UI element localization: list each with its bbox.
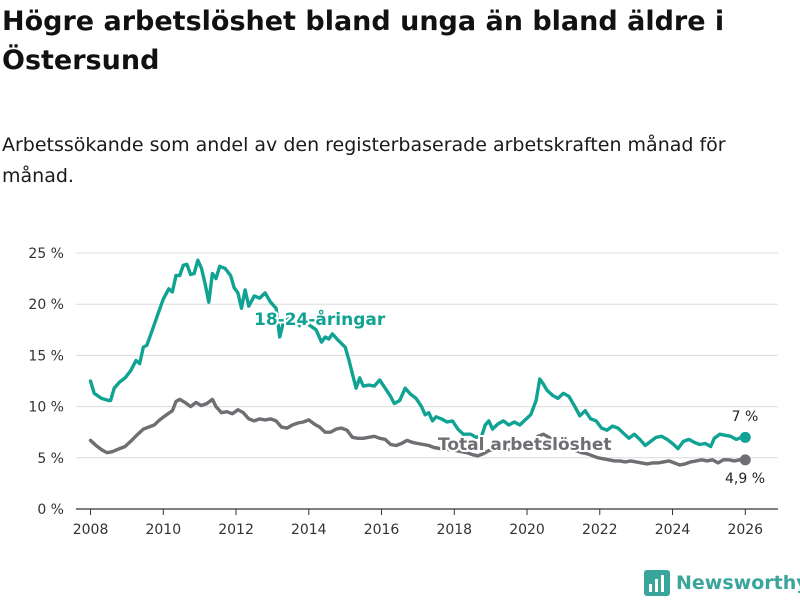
newsworthy-logo-icon (644, 570, 670, 596)
youth-series-line (88, 258, 747, 451)
grid-layer: 0 % 5 % 10 % 15 % 20 % 25 % (28, 246, 778, 518)
total-series-end-marker (739, 454, 751, 466)
y-tick-label: 25 % (28, 246, 64, 262)
x-tick-label: 2010 (145, 522, 181, 538)
youth-end-value-label: 7 % (732, 409, 759, 425)
y-tick-label: 5 % (37, 451, 64, 467)
brand-name: Newsworthy (676, 572, 800, 594)
total-series-line (88, 397, 747, 467)
y-tick-label: 15 % (28, 348, 64, 364)
youth-series-label: 18-24-åringar (254, 308, 386, 330)
x-tick-label: 2020 (509, 522, 545, 538)
youth-series-end-marker (739, 431, 751, 443)
series-layer (88, 258, 751, 467)
x-tick-label: 2024 (655, 522, 691, 538)
x-tick-label: 2008 (73, 522, 109, 538)
brand-logo: Newsworthy (644, 569, 800, 597)
y-tick-label: 10 % (28, 400, 64, 416)
total-series-label: Total arbetslöshet (438, 435, 612, 455)
chart-title: Högre arbetslöshet bland unga än bland ä… (2, 6, 725, 76)
y-tick-label: 20 % (28, 297, 64, 313)
x-axis: 2008 2010 2012 2014 2016 2018 2020 2022 2024 2026 (73, 509, 763, 538)
total-end-value-label: 4,9 % (725, 471, 765, 487)
x-tick-label: 2014 (291, 522, 327, 538)
x-tick-label: 2016 (364, 522, 400, 538)
label-layer: 18-24-åringar Total arbetslöshet 7 % 4,9 % (252, 306, 765, 487)
x-tick-label: 2018 (436, 522, 472, 538)
chart-subtitle: Arbetssökande som andel av den registerb… (2, 134, 726, 187)
x-tick-label: 2022 (582, 522, 618, 538)
y-tick-label: 0 % (37, 502, 64, 518)
x-tick-label: 2012 (218, 522, 254, 538)
x-tick-label: 2026 (727, 522, 763, 538)
